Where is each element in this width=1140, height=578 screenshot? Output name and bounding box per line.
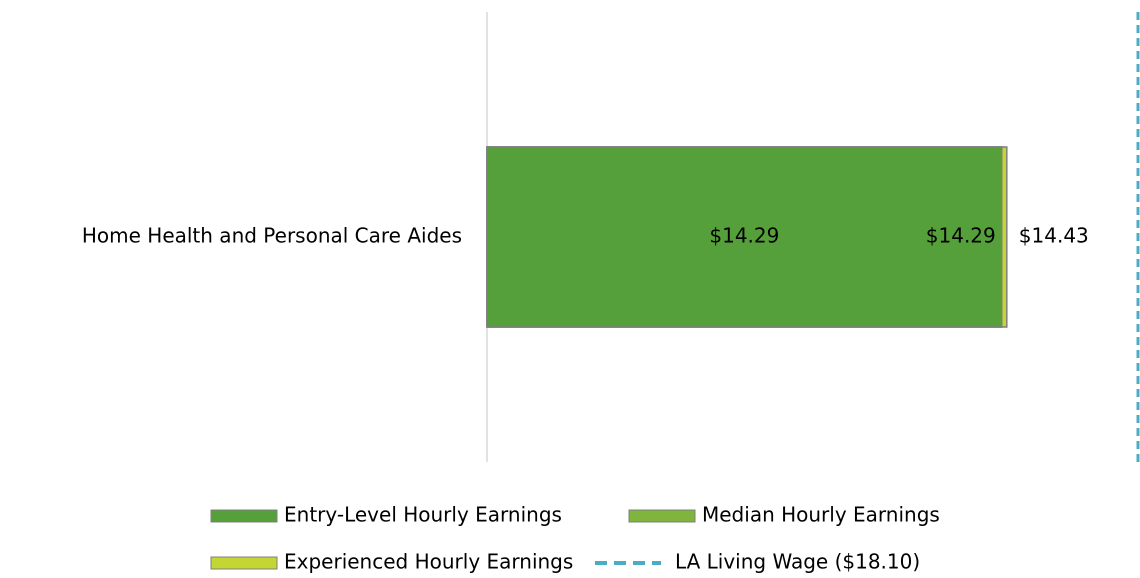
legend-label: Entry-Level Hourly Earnings: [284, 503, 562, 527]
legend-label: Median Hourly Earnings: [702, 503, 940, 527]
legend-swatch: [210, 556, 278, 570]
legend-label: Experienced Hourly Earnings: [284, 550, 573, 574]
y-tick-label: Home Health and Personal Care Aides: [82, 224, 462, 248]
data-label: $14.29: [709, 224, 779, 248]
legend-label: LA Living Wage ($18.10): [675, 550, 920, 574]
legend-swatch: [210, 509, 278, 523]
data-label: $14.29: [926, 224, 996, 248]
data-label: $14.43: [1019, 224, 1089, 248]
legend-swatch: [628, 509, 696, 523]
bar: [486, 146, 1003, 328]
